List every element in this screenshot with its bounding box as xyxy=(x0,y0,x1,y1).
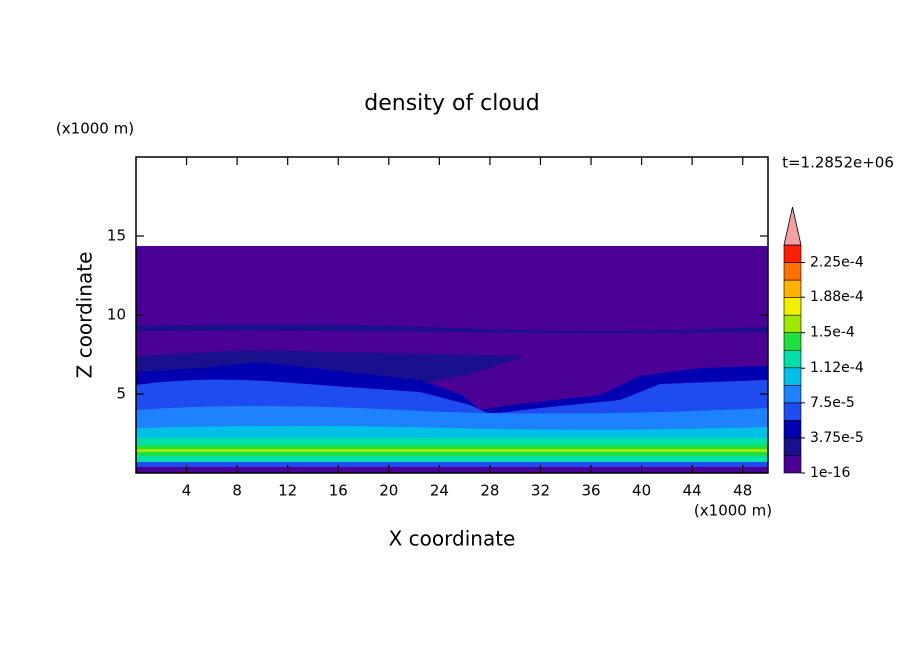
colorbar-box xyxy=(783,297,802,316)
colorbar-label: 1.5e-4 xyxy=(810,325,855,341)
x-tick-label: 48 xyxy=(733,482,752,500)
chart-title: density of cloud xyxy=(364,91,539,116)
x-tick-label: 4 xyxy=(182,482,192,500)
contour-field xyxy=(136,246,768,473)
colorbar-box xyxy=(783,367,802,386)
colorbar-box xyxy=(783,455,802,474)
colorbar-box xyxy=(783,262,802,281)
field-band xyxy=(136,467,768,473)
colorbar-extend xyxy=(783,206,802,246)
colorbar-label: 2.25e-4 xyxy=(810,255,864,271)
x-tick-label: 20 xyxy=(379,482,398,500)
x-tick-label: 24 xyxy=(430,482,449,500)
x-tick-label: 16 xyxy=(329,482,348,500)
x-tick-label: 40 xyxy=(632,482,651,500)
x-tick-label: 8 xyxy=(232,482,242,500)
field-band xyxy=(136,449,768,452)
x-tick-label: 44 xyxy=(683,482,702,500)
x-axis-label: X coordinate xyxy=(389,527,516,551)
colorbar-label: 7.5e-5 xyxy=(810,395,855,411)
colorbar-label: 3.75e-5 xyxy=(810,430,864,446)
field-band xyxy=(136,350,525,384)
colorbar-box xyxy=(783,349,802,369)
colorbar-label: 1.12e-4 xyxy=(810,360,864,376)
x-tick-label: 28 xyxy=(480,482,499,500)
colorbar-label: 1e-16 xyxy=(810,465,850,481)
x-tick-label: 36 xyxy=(581,482,600,500)
y-tick-label: 10 xyxy=(107,306,126,324)
colorbar-box xyxy=(783,437,802,456)
y-unit: (x1000 m) xyxy=(56,120,134,138)
x-unit: (x1000 m) xyxy=(694,502,772,520)
x-tick-label: 12 xyxy=(278,482,297,500)
colorbar-box xyxy=(783,244,802,263)
y-tick-label: 15 xyxy=(107,227,126,245)
time-annotation: t=1.2852e+06 xyxy=(782,154,894,172)
y-axis-label: Z coordinate xyxy=(73,252,97,379)
y-tick-label: 5 xyxy=(116,385,126,403)
colorbar-box xyxy=(783,279,802,298)
x-tick-label: 32 xyxy=(531,482,550,500)
colorbar-box xyxy=(783,420,802,439)
colorbar-box xyxy=(783,332,802,351)
colorbar-box xyxy=(783,385,802,404)
colorbar-label: 1.88e-4 xyxy=(810,289,864,305)
colorbar-box xyxy=(783,402,802,421)
field-band xyxy=(136,324,768,333)
colorbar-box xyxy=(783,314,802,333)
